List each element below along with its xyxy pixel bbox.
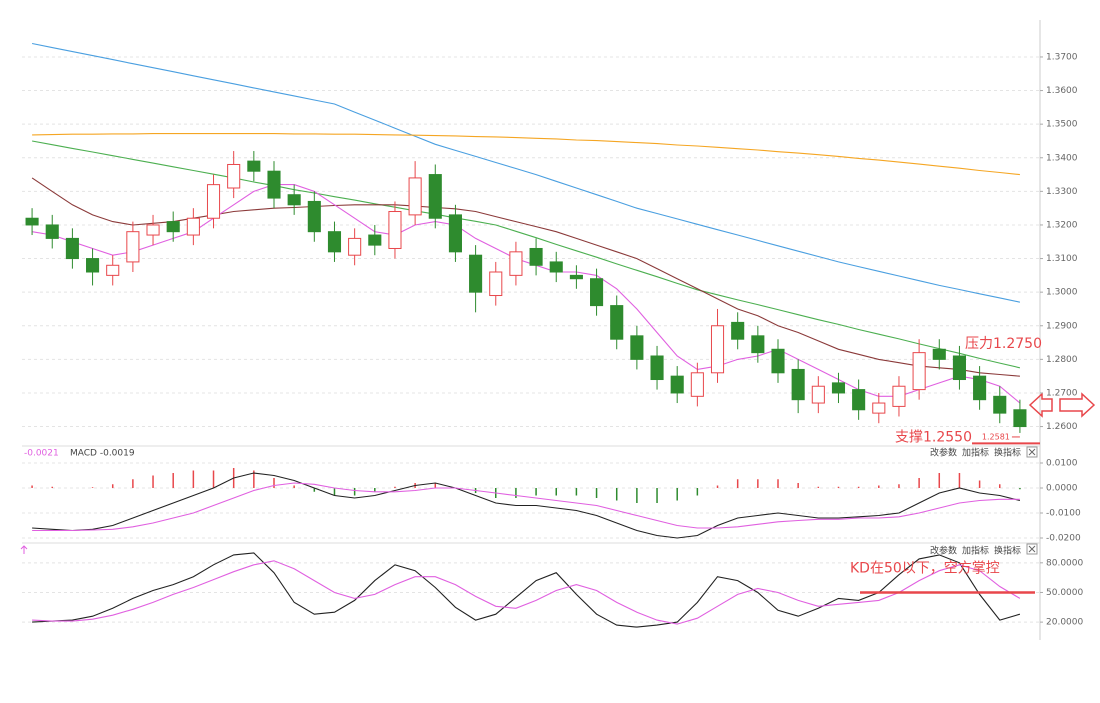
macd-header: MACD -0.0019 [70, 449, 135, 459]
candle-body [771, 348, 785, 374]
ma-line [32, 140, 1021, 369]
close-icon[interactable] [1026, 543, 1038, 555]
candle-body [590, 278, 604, 307]
y-tick-label: 1.2900 [1046, 321, 1078, 331]
ma-line [32, 472, 1021, 539]
y-tick-label: 1.3200 [1046, 220, 1078, 230]
candle-body [126, 231, 140, 263]
candle-body [45, 224, 59, 239]
y-tick-label: 1.2800 [1046, 355, 1078, 365]
candle-body [529, 247, 543, 266]
candle-body [327, 231, 342, 253]
close-icon[interactable] [1026, 446, 1038, 458]
candle-body [106, 264, 120, 276]
candle-body [186, 217, 200, 236]
annotation: 支撑1.2550 [895, 429, 972, 445]
y-tick-label: 1.3100 [1046, 254, 1078, 264]
annotation: KD在50以下，空方掌控 [850, 560, 1000, 576]
indicator-button[interactable]: 换指标 [994, 447, 1021, 459]
candle-body [973, 375, 987, 401]
y-tick-label: 50.0000 [1046, 588, 1083, 598]
candle-body [86, 258, 100, 273]
candle-body [650, 355, 664, 381]
candle-body [469, 254, 483, 293]
kd-icon [20, 545, 28, 554]
candle-body [690, 372, 704, 397]
y-tick-label: 20.0000 [1046, 618, 1083, 628]
y-tick-label: 80.0000 [1046, 558, 1083, 568]
y-tick-label: 1.3500 [1046, 120, 1078, 130]
y-tick-label: 0.0100 [1046, 459, 1078, 469]
candle-body [307, 200, 321, 233]
y-tick-label: 1.3000 [1046, 288, 1078, 298]
candle-body [549, 261, 563, 273]
candle-body [670, 375, 684, 394]
candle-body [368, 234, 382, 246]
candle-body [408, 177, 422, 216]
indicator-button[interactable]: 改参数 [930, 545, 957, 557]
y-tick-label: -0.0100 [1046, 509, 1081, 519]
candle-body [287, 194, 301, 206]
candle-body [852, 389, 866, 411]
y-tick-label: 1.2600 [1046, 422, 1078, 432]
candle-body [227, 163, 241, 189]
candle-body [166, 221, 180, 233]
candle-body [65, 237, 79, 260]
candle-body [630, 335, 644, 360]
y-tick-label: 1.3300 [1046, 187, 1078, 197]
indicator-button[interactable]: 加指标 [962, 545, 989, 557]
y-tick-label: 1.2700 [1046, 388, 1078, 398]
arrow-icon [1028, 392, 1053, 418]
annotation: 压力1.2750 [965, 336, 1042, 352]
arrow-icon [1059, 392, 1096, 418]
min-label: 1.2581 [982, 432, 1010, 441]
candle-body [25, 217, 39, 226]
candle-body [206, 184, 221, 219]
candle-body [993, 395, 1007, 414]
macd-header: -0.0021 [24, 449, 59, 459]
candle-body [872, 402, 886, 414]
candle-body [509, 251, 523, 276]
y-tick-label: 1.3600 [1046, 86, 1078, 96]
candle-body [569, 274, 583, 280]
candle-body [388, 211, 402, 249]
ma-line [32, 560, 1021, 625]
ma-line [31, 42, 1021, 303]
candle-body [489, 271, 503, 297]
candle-body [831, 382, 846, 394]
ma-line [32, 552, 1021, 628]
candle-body [892, 385, 906, 407]
candle-body [1013, 409, 1027, 428]
indicator-button[interactable]: 加指标 [962, 447, 989, 459]
candle-body [912, 352, 926, 391]
candle-body [811, 385, 825, 404]
y-tick-label: 0.0000 [1046, 484, 1078, 494]
ma-line [32, 133, 1020, 176]
candle-body [731, 321, 745, 340]
candle-body [610, 305, 624, 340]
candle-body [348, 237, 362, 256]
y-tick-label: 1.3700 [1046, 52, 1078, 62]
indicator-button[interactable]: 换指标 [994, 545, 1021, 557]
ma-line [31, 177, 1020, 377]
indicator-button[interactable]: 改参数 [930, 447, 957, 459]
ma-line [32, 482, 1020, 532]
candle-body [791, 368, 805, 401]
candle-body [952, 355, 966, 381]
y-tick-label: 1.3400 [1046, 153, 1078, 163]
candle-body [448, 214, 462, 253]
candle-body [146, 224, 160, 236]
candle-body [751, 335, 765, 354]
candle-body [267, 170, 281, 199]
candle-body [710, 325, 725, 374]
candle-body [428, 174, 442, 219]
candle-body [932, 348, 946, 360]
y-tick-label: -0.0200 [1046, 534, 1081, 544]
candle-body [247, 160, 261, 172]
